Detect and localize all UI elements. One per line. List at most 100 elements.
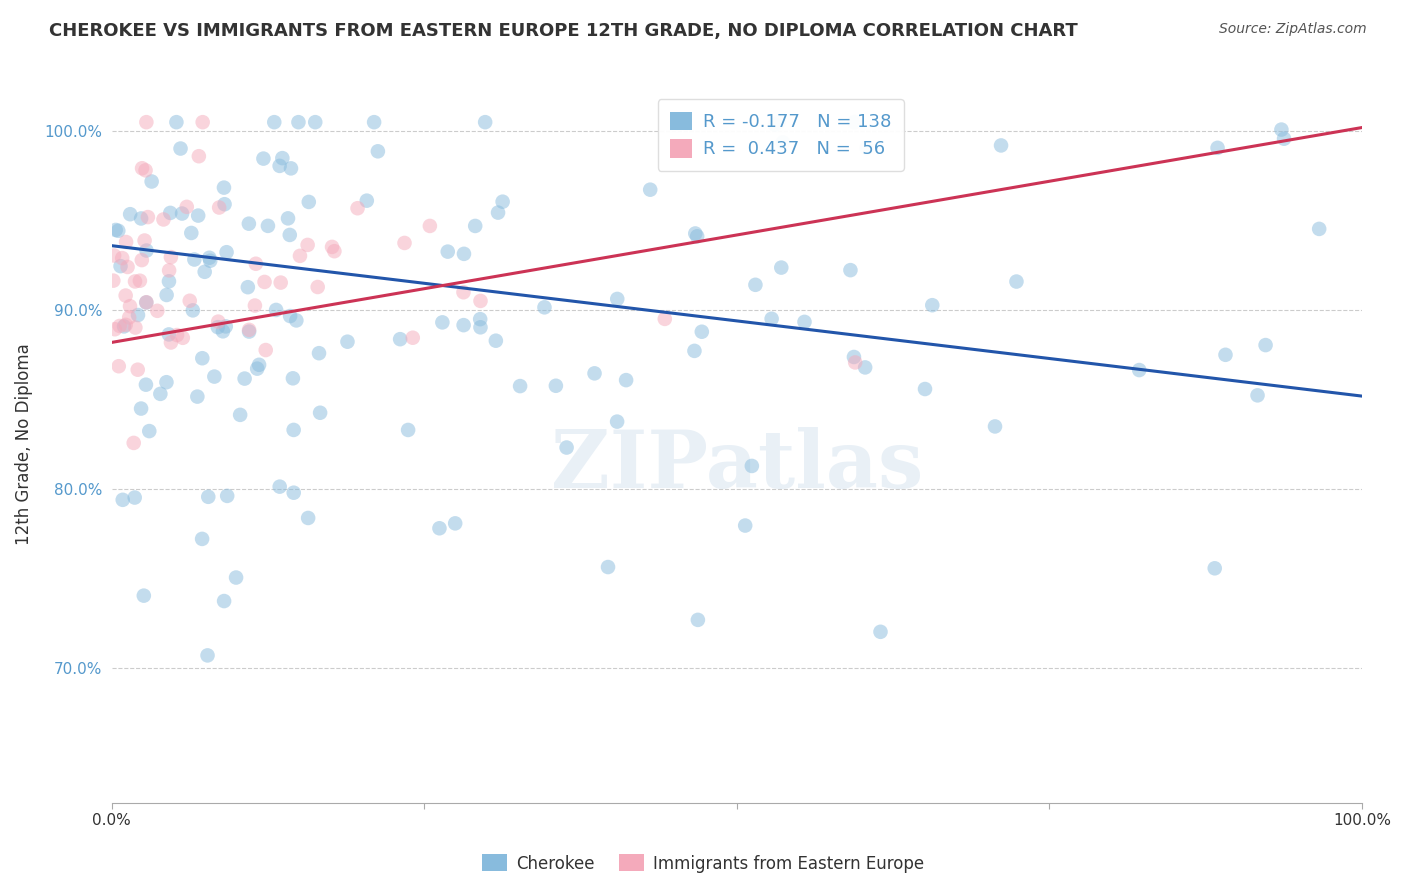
Point <box>491 194 513 209</box>
Point <box>356 194 378 208</box>
Point <box>436 244 458 259</box>
Point <box>686 613 709 627</box>
Point <box>246 361 269 376</box>
Point <box>202 369 225 384</box>
Point <box>485 334 508 348</box>
Point <box>596 560 619 574</box>
Point <box>638 183 661 197</box>
Point <box>111 492 134 507</box>
Point <box>278 309 301 323</box>
Point <box>269 159 291 173</box>
Point <box>176 200 198 214</box>
Point <box>470 312 492 326</box>
Y-axis label: 12th Grade, No Diploma: 12th Grade, No Diploma <box>15 343 32 545</box>
Point <box>124 275 146 289</box>
Point <box>470 320 492 334</box>
Point <box>146 303 169 318</box>
Point <box>283 423 305 437</box>
Point <box>346 201 368 215</box>
Point <box>1254 338 1277 352</box>
Point <box>245 257 267 271</box>
Point <box>309 406 332 420</box>
Point <box>217 489 239 503</box>
Point <box>247 358 270 372</box>
Point <box>135 295 157 310</box>
Point <box>298 194 321 209</box>
Point <box>297 511 319 525</box>
Point <box>110 259 132 273</box>
Point <box>1005 275 1028 289</box>
Point <box>606 292 628 306</box>
Point <box>124 320 146 334</box>
Point <box>1128 363 1150 377</box>
Point <box>323 244 346 259</box>
Point <box>135 295 157 310</box>
Point <box>191 115 214 129</box>
Point <box>842 350 865 364</box>
Point <box>793 315 815 329</box>
Point <box>453 247 475 261</box>
Point <box>134 234 156 248</box>
Point <box>238 325 260 339</box>
Point <box>166 328 188 343</box>
Point <box>336 334 359 349</box>
Point <box>990 138 1012 153</box>
Point <box>285 313 308 327</box>
Point <box>474 115 496 129</box>
Point <box>183 252 205 267</box>
Point <box>236 280 259 294</box>
Point <box>135 377 157 392</box>
Point <box>131 161 153 176</box>
Point <box>283 485 305 500</box>
Point <box>122 436 145 450</box>
Point <box>686 229 709 244</box>
Point <box>278 227 301 242</box>
Point <box>197 648 219 663</box>
Legend: R = -0.177   N = 138, R =  0.437   N =  56: R = -0.177 N = 138, R = 0.437 N = 56 <box>658 99 904 171</box>
Point <box>654 312 676 326</box>
Point <box>225 570 247 584</box>
Point <box>112 319 135 334</box>
Point <box>136 210 159 224</box>
Point <box>253 275 276 289</box>
Point <box>200 253 222 268</box>
Point <box>180 226 202 240</box>
Point <box>169 142 191 156</box>
Point <box>470 293 492 308</box>
Point <box>844 115 866 129</box>
Point <box>287 115 309 129</box>
Point <box>768 115 790 129</box>
Point <box>583 367 606 381</box>
Point <box>263 115 285 129</box>
Point <box>734 518 756 533</box>
Point <box>208 201 231 215</box>
Point <box>104 223 127 237</box>
Point <box>1246 388 1268 402</box>
Point <box>429 521 451 535</box>
Point <box>118 310 141 325</box>
Point <box>215 319 238 334</box>
Point <box>453 318 475 333</box>
Point <box>131 253 153 268</box>
Point <box>254 343 277 357</box>
Point <box>1206 141 1229 155</box>
Point <box>111 251 134 265</box>
Point <box>252 152 274 166</box>
Point <box>453 285 475 300</box>
Point <box>212 594 235 608</box>
Point <box>115 235 138 249</box>
Point <box>160 250 183 264</box>
Point <box>120 207 142 221</box>
Point <box>238 323 260 337</box>
Point <box>853 360 876 375</box>
Point <box>128 274 150 288</box>
Point <box>238 217 260 231</box>
Point <box>152 212 174 227</box>
Point <box>108 318 131 333</box>
Point <box>307 280 329 294</box>
Point <box>157 274 180 288</box>
Point <box>614 373 637 387</box>
Text: CHEROKEE VS IMMIGRANTS FROM EASTERN EUROPE 12TH GRADE, NO DIPLOMA CORRELATION CH: CHEROKEE VS IMMIGRANTS FROM EASTERN EURO… <box>49 22 1078 40</box>
Point <box>509 379 531 393</box>
Point <box>127 362 149 376</box>
